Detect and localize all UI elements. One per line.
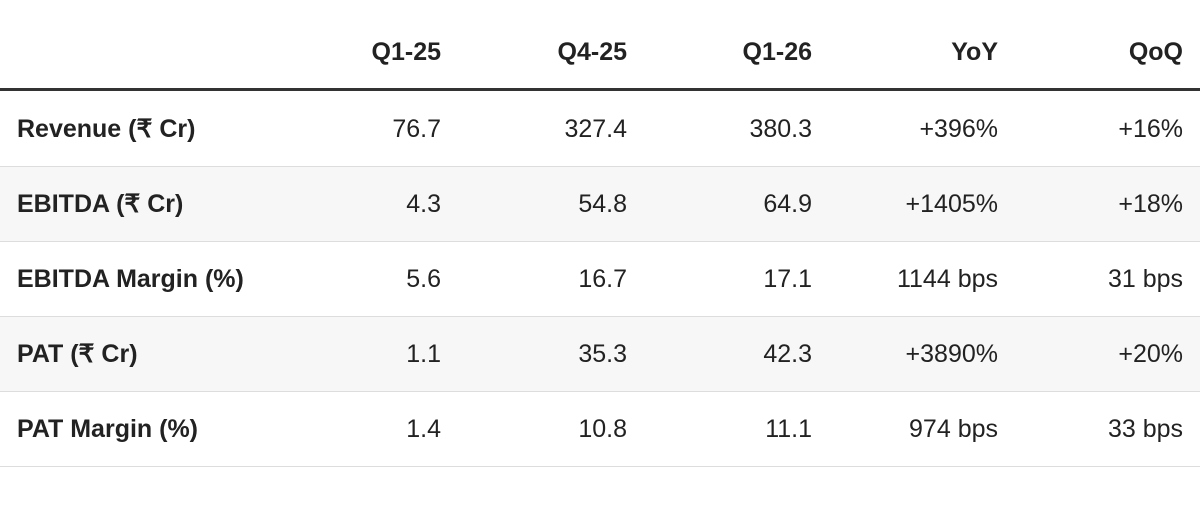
- cell-value: 1.4: [406, 414, 441, 443]
- cell-value: 1144 bps: [896, 264, 998, 293]
- cell-value: 4.3: [406, 189, 441, 218]
- cell-value: 64.9: [763, 189, 812, 218]
- cell-value: 17.1: [763, 264, 812, 293]
- column-header: Q1-25: [371, 37, 441, 66]
- cell-value: 54.8: [578, 189, 627, 218]
- cell-value: 10.8: [578, 414, 627, 443]
- column-header: Q1-26: [742, 37, 812, 66]
- column-header: Q4-25: [557, 37, 627, 66]
- cell-value: +3890%: [905, 339, 998, 368]
- cell-value: 35.3: [578, 339, 627, 368]
- cell-value: 76.7: [392, 114, 441, 143]
- row-label: PAT Margin (%): [17, 414, 199, 443]
- table-row: PAT Margin (%) 1.4 10.8 11.1 974 bps 33 bps: [0, 392, 1200, 467]
- table-row: EBITDA (₹ Cr) 4.3 54.8 64.9 +1405% +18%: [0, 167, 1200, 242]
- column-header: QoQ: [1128, 37, 1183, 66]
- cell-value: 1.1: [406, 339, 441, 368]
- table-row: Revenue (₹ Cr) 76.7 327.4 380.3 +396% +16%: [0, 92, 1200, 167]
- table-row: EBITDA Margin (%) 5.6 16.7 17.1 1144 bps 31 b…: [0, 242, 1200, 317]
- cell-value: 16.7: [578, 264, 627, 293]
- cell-value: +16%: [1118, 114, 1183, 143]
- row-label: EBITDA (₹ Cr): [17, 190, 184, 218]
- row-label: PAT (₹ Cr): [17, 340, 138, 368]
- cell-value: +396%: [919, 114, 998, 143]
- cell-value: +1405%: [905, 189, 998, 218]
- cell-value: 5.6: [406, 264, 441, 293]
- cell-value: 31 bps: [1107, 264, 1183, 293]
- cell-value: 33 bps: [1107, 414, 1183, 443]
- cell-value: 380.3: [749, 114, 812, 143]
- header-row: Q1-25 Q4-25 Q1-26 YoY QoQ: [0, 0, 1200, 91]
- cell-value: 327.4: [564, 114, 627, 143]
- cell-value: 11.1: [765, 414, 812, 443]
- row-label: EBITDA Margin (%): [17, 264, 244, 293]
- table-row: PAT (₹ Cr) 1.1 35.3 42.3 +3890% +20%: [0, 317, 1200, 392]
- column-header: YoY: [951, 37, 998, 66]
- cell-value: 42.3: [763, 339, 812, 368]
- cell-value: +20%: [1118, 339, 1183, 368]
- row-label: Revenue (₹ Cr): [17, 115, 196, 143]
- cell-value: 974 bps: [909, 414, 998, 443]
- cell-value: +18%: [1118, 189, 1183, 218]
